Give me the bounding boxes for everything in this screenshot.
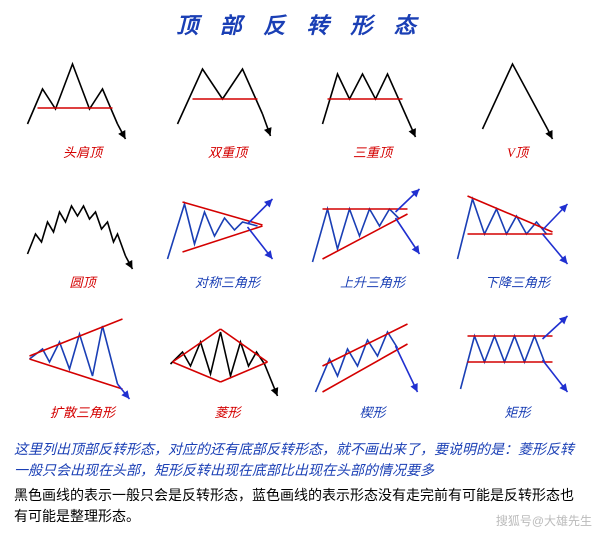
pattern-svg	[15, 174, 150, 274]
pattern-svg	[450, 174, 585, 274]
pattern-label: 对称三角形	[195, 272, 260, 291]
pattern-svg	[305, 174, 440, 274]
pattern-rectangle: 矩形	[445, 304, 590, 434]
pattern-label: 三重顶	[353, 142, 392, 161]
pattern-grid: 头肩顶 双重顶 三重顶 V顶圆顶 对称三角形 上升三角形 下降三角形扩散三角形 菱形 楔形 矩形	[0, 44, 600, 434]
description-1: 这里列出顶部反转形态，对应的还有底部反转形态，就不画出来了，要说明的是：菱形反转…	[0, 434, 600, 484]
pattern-broadening-triangle: 扩散三角形	[10, 304, 155, 434]
pattern-diamond: 菱形	[155, 304, 300, 434]
pattern-label: 楔形	[359, 402, 385, 421]
pattern-label: 菱形	[214, 402, 240, 421]
pattern-v-top: V顶	[445, 44, 590, 174]
page-title: 顶 部 反 转 形 态	[0, 0, 600, 44]
pattern-label: 矩形	[504, 402, 530, 421]
pattern-svg	[15, 44, 150, 144]
pattern-label: 双重顶	[208, 142, 247, 161]
pattern-svg	[305, 44, 440, 144]
pattern-svg	[160, 304, 295, 404]
pattern-label: 扩散三角形	[50, 402, 115, 421]
pattern-double-top: 双重顶	[155, 44, 300, 174]
pattern-triple-top: 三重顶	[300, 44, 445, 174]
pattern-svg	[160, 44, 295, 144]
pattern-label: V顶	[507, 142, 528, 161]
pattern-label: 圆顶	[69, 272, 95, 291]
pattern-svg	[160, 174, 295, 274]
pattern-label: 上升三角形	[340, 272, 405, 291]
pattern-label: 头肩顶	[63, 142, 102, 161]
pattern-label: 下降三角形	[485, 272, 550, 291]
pattern-symmetrical-triangle: 对称三角形	[155, 174, 300, 304]
pattern-svg	[450, 304, 585, 404]
pattern-svg	[305, 304, 440, 404]
pattern-svg	[450, 44, 585, 144]
pattern-head-shoulders-top: 头肩顶	[10, 44, 155, 174]
pattern-wedge: 楔形	[300, 304, 445, 434]
pattern-rounding-top: 圆顶	[10, 174, 155, 304]
pattern-ascending-triangle: 上升三角形	[300, 174, 445, 304]
pattern-svg	[15, 304, 150, 404]
pattern-descending-triangle: 下降三角形	[445, 174, 590, 304]
watermark: 搜狐号@大雄先生	[496, 512, 592, 529]
